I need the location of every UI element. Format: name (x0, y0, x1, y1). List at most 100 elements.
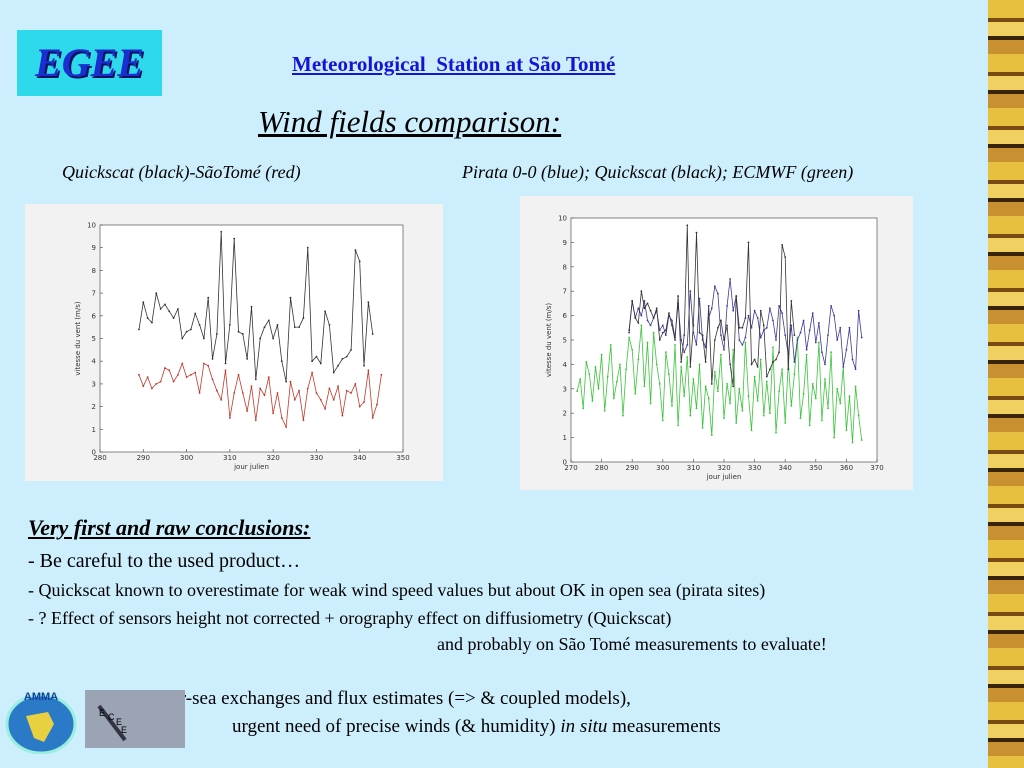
point (848, 395, 851, 398)
point (319, 362, 322, 365)
point (821, 351, 823, 354)
point (363, 364, 365, 367)
point (692, 378, 695, 380)
point (159, 308, 162, 310)
y-tick-label: 9 (92, 244, 96, 252)
point (637, 322, 640, 324)
point (790, 404, 793, 407)
point (250, 305, 253, 308)
logo-bg (85, 690, 185, 748)
point (686, 356, 689, 358)
point (732, 385, 735, 388)
point (220, 398, 223, 401)
point (380, 373, 383, 376)
point (628, 331, 631, 334)
point (677, 295, 679, 297)
point (172, 380, 175, 383)
point (658, 383, 661, 385)
plot-area (99, 224, 404, 453)
point (246, 358, 249, 360)
point (744, 317, 747, 319)
point (729, 363, 732, 366)
point (857, 309, 860, 312)
point (762, 414, 765, 417)
y-tick-label: 0 (92, 449, 96, 457)
point (720, 353, 722, 356)
conclusion-line: - Quickscat known to overestimate for we… (28, 580, 766, 600)
point (640, 314, 643, 317)
slide-title[interactable]: Meteorological Station at São Tomé (292, 52, 616, 76)
point (710, 434, 713, 437)
point (839, 326, 842, 329)
point (194, 312, 197, 315)
point (207, 296, 210, 299)
point (738, 326, 741, 329)
point (202, 362, 205, 365)
x-tick-label: 310 (687, 464, 700, 472)
point (246, 410, 249, 413)
point (787, 368, 790, 371)
point (762, 324, 765, 327)
point (680, 339, 683, 341)
point (640, 290, 643, 293)
point (168, 310, 171, 313)
x-tick-label: 310 (223, 454, 236, 462)
point (710, 307, 713, 310)
point (315, 355, 318, 358)
point (276, 392, 279, 394)
point (704, 385, 707, 388)
point (350, 348, 352, 351)
point (677, 424, 679, 427)
point (756, 400, 759, 402)
point (237, 330, 240, 333)
point (661, 331, 664, 334)
point (750, 429, 753, 432)
point (285, 380, 288, 383)
conclusion-line: and probably on São Tomé measurements to… (437, 634, 827, 654)
chart-caption: Pirata 0-0 (blue); Quickscat (black); EC… (462, 162, 854, 182)
point (280, 360, 283, 363)
point (805, 353, 808, 356)
y-tick-label: 1 (92, 426, 96, 434)
x-tick-label: 320 (266, 454, 279, 462)
point (237, 373, 240, 376)
point (293, 398, 296, 401)
point (811, 312, 814, 315)
x-tick-label: 340 (779, 464, 792, 472)
point (241, 333, 244, 335)
point (637, 358, 640, 361)
point (817, 341, 820, 344)
point (250, 385, 253, 388)
footer-line: urgent need of precise winds (& humidity… (232, 716, 721, 738)
point (765, 326, 768, 329)
point (713, 339, 716, 341)
point (371, 333, 374, 335)
point (259, 337, 262, 340)
y-tick-label: 10 (558, 215, 567, 223)
point (741, 326, 744, 329)
y-tick-label: 5 (92, 335, 96, 343)
point (631, 348, 634, 351)
point (661, 419, 664, 422)
point (784, 334, 787, 337)
point (622, 414, 624, 417)
point (726, 383, 728, 385)
logo-text: AMMA (24, 691, 58, 703)
logo-letter: E (121, 725, 127, 735)
point (298, 326, 301, 329)
point (704, 361, 707, 363)
point (833, 436, 836, 439)
point (710, 383, 713, 385)
point (241, 392, 244, 394)
point (302, 317, 305, 319)
point (769, 412, 771, 415)
point (324, 407, 326, 410)
point (164, 367, 166, 369)
point (726, 324, 728, 327)
point (254, 419, 257, 422)
x-tick-label: 350 (809, 464, 822, 472)
point (695, 343, 698, 346)
conclusions-heading: Very first and raw conclusions: (28, 515, 311, 540)
point (765, 380, 768, 383)
point (652, 317, 655, 319)
